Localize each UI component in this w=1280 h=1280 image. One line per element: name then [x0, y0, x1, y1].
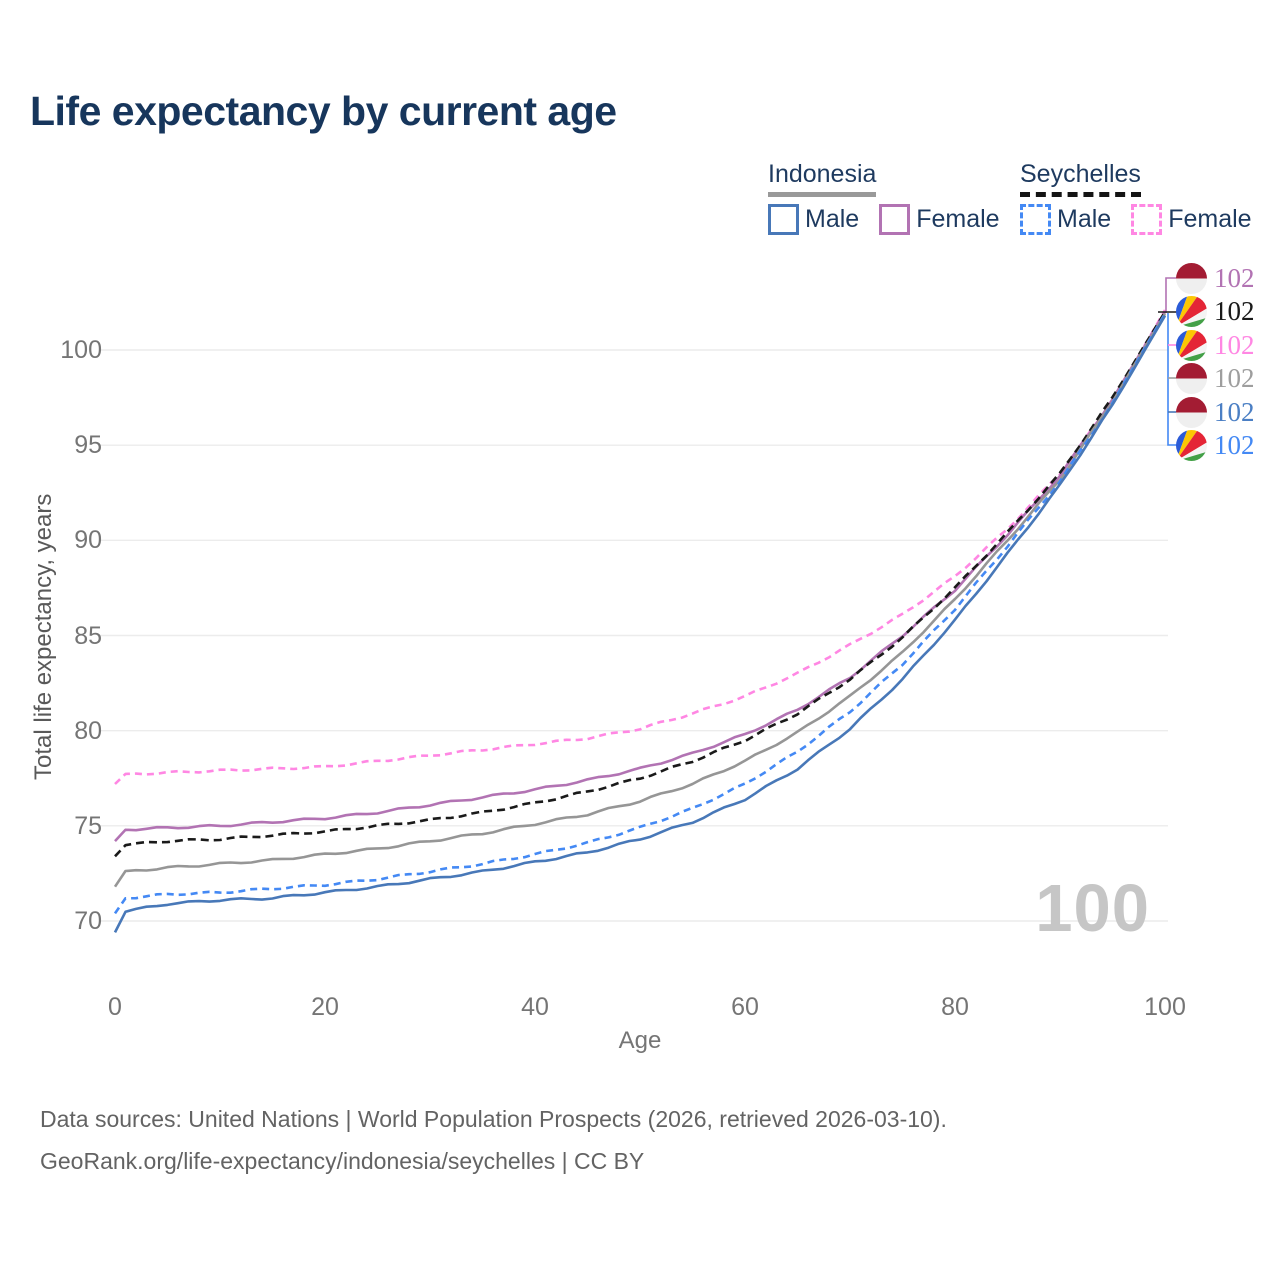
x-tick-label-60: 60: [731, 993, 759, 1021]
x-tick-label-100: 100: [1144, 993, 1186, 1021]
legend-country-indonesia[interactable]: Indonesia: [768, 160, 877, 197]
y-tick-label-70: 70: [74, 907, 102, 935]
indonesia-flag-icon: [1176, 263, 1207, 294]
series-line-seychelles[interactable]: [114, 311, 1167, 858]
end-label-value: 102: [1214, 430, 1255, 460]
legend-item-seychelles-female[interactable]: Female: [1131, 204, 1252, 235]
legend-item-label: Female: [916, 205, 1000, 233]
series-line-indonesia-male[interactable]: [113, 315, 1167, 933]
legend-item-label: Female: [1168, 205, 1252, 233]
end-label-value: 102: [1214, 397, 1255, 427]
y-tick-label-100: 100: [60, 336, 102, 364]
footer-url: GeoRank.org/life-expectancy/indonesia/se…: [40, 1148, 645, 1174]
legend-swatch-icon: [1020, 204, 1051, 235]
legend-item-indonesia-male[interactable]: Male: [768, 204, 859, 235]
series-line-seychelles-male[interactable]: [113, 313, 1167, 915]
end-label-value: 102: [1214, 363, 1255, 393]
x-tick-label-40: 40: [521, 993, 549, 1021]
end-label-row-indonesia-female: 102: [1176, 262, 1255, 295]
end-label-value: 102: [1214, 263, 1255, 293]
legend-item-seychelles-male[interactable]: Male: [1020, 204, 1111, 235]
legend-group-seychelles: Seychelles Male Female: [1020, 160, 1252, 235]
y-tick-label-75: 75: [74, 811, 102, 840]
series-line-indonesia[interactable]: [113, 313, 1167, 888]
age-watermark: 100: [1035, 871, 1150, 946]
end-label-row-indonesia: 102: [1176, 362, 1255, 395]
legend-item-indonesia-female[interactable]: Female: [879, 204, 1000, 235]
end-label-row-seychelles: 102: [1176, 295, 1255, 328]
series-line-seychelles-female[interactable]: [114, 309, 1167, 785]
leader-seychelles-male: [1167, 313, 1177, 446]
y-tick-label-80: 80: [74, 716, 102, 745]
y-axis-label: Total life expectancy, years: [30, 493, 57, 780]
series-line-indonesia-female[interactable]: [114, 311, 1167, 842]
footer-data-sources: Data sources: United Nations | World Pop…: [40, 1106, 947, 1132]
legend-swatch-icon: [879, 204, 911, 235]
legend-country-seychelles[interactable]: Seychelles: [1020, 160, 1141, 197]
x-axis-label: Age: [618, 1027, 662, 1054]
x-tick-label-0: 0: [108, 993, 122, 1021]
legend-item-label: Male: [805, 205, 860, 233]
seychelles-flag-icon: [1176, 430, 1207, 461]
y-tick-label-95: 95: [74, 431, 102, 460]
end-label-value: 102: [1214, 296, 1255, 326]
y-tick-label-85: 85: [74, 621, 102, 650]
leader-indonesia-female: [1165, 277, 1177, 313]
legend-swatch-icon: [768, 204, 799, 235]
legend-swatch-icon: [1131, 204, 1163, 235]
legend-group-indonesia: Indonesia Male Female: [768, 160, 1000, 235]
chart-title: Life expectancy by current age: [30, 88, 617, 134]
end-label-row-indonesia-male: 102: [1176, 396, 1255, 429]
end-label-value: 102: [1214, 330, 1255, 360]
indonesia-flag-icon: [1176, 397, 1207, 428]
end-label-row-seychelles-male: 102: [1176, 429, 1255, 462]
y-tick-label-90: 90: [74, 526, 102, 555]
seychelles-flag-icon: [1176, 330, 1207, 361]
x-tick-label-20: 20: [311, 993, 339, 1021]
seychelles-flag-icon: [1176, 296, 1207, 327]
x-tick-label-80: 80: [941, 993, 969, 1021]
indonesia-flag-icon: [1176, 363, 1207, 394]
end-label-row-seychelles-female: 102: [1176, 329, 1255, 362]
legend-item-label: Male: [1057, 205, 1112, 233]
